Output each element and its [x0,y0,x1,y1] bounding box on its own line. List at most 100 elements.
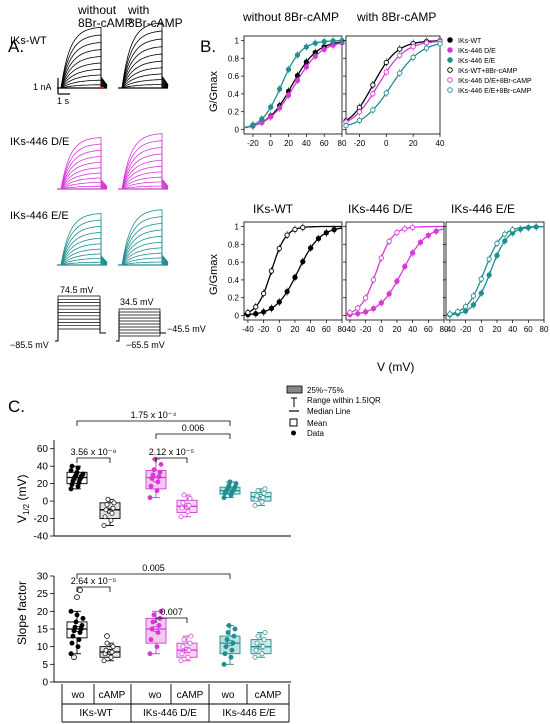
gv-ytick-label-0-2: 0.4 [228,90,240,99]
trace-0-1-3 [118,73,169,89]
datapoint-1-3-5 [187,640,193,646]
gv-point-1-2-6 [423,45,430,51]
protocol-left-step-3 [55,305,106,342]
gv-point-3-1-3 [370,277,377,283]
gv-plots: -20 0 20 40 60 80 0 0.2 0.4 0.6 0.8 1 -20 0 20 40 -40 -20… [228,35,549,334]
gv-point-2-1-2 [260,290,267,297]
box-legend: 25%~75% Range within 1.5IQR Median Line … [286,385,381,438]
gv-point-4-1-0 [447,311,453,317]
gv-point-3-1-0 [347,310,353,316]
gv-point-3-0-3 [370,305,377,312]
trace-0-1-8 [118,38,169,89]
panel-a-label: A. [8,37,24,56]
gv-xtick-label-3-0: -40 [344,325,356,334]
trace-2-0-8 [57,225,108,266]
gv-point-3-0-5 [386,291,392,297]
gv-point-3-1-4 [378,255,384,261]
gv-legend: IKs-WT IKs-446 D/E IKs-446 E/E IKs-WT+8Br-c… [447,37,532,95]
protocol-right-step-3 [116,317,166,342]
b-title-wt: IKs-WT [253,202,294,216]
gv-frame-3 [345,221,445,321]
gv-point-4-1-7 [502,231,508,237]
svg-text:V1/2 (mV): V1/2 (mV) [15,475,31,523]
box-ytick-label-0-5: 60 [37,444,49,455]
gv-point-2-0-8 [307,245,314,251]
gv-point-4-1-2 [462,303,469,310]
trace-0-0-3 [57,74,108,89]
legend-range: Range within 1.5IQR [307,396,381,405]
gv-ytick-label-2-4: 0.8 [228,240,240,249]
datapoint-1-4-0 [221,661,227,667]
datapoint-1-3-4 [180,644,186,650]
datapoint-1-1-6 [104,640,110,646]
protocol-left-step-10 [55,328,106,342]
datapoint-1-4-6 [224,637,230,643]
datapoint-1-3-0 [178,658,184,664]
gv-point-2-0-10 [323,230,329,236]
trace-0-0-4 [57,68,108,89]
trace-1-1-6 [118,159,169,190]
gv-xtick-label-3-2: 0 [379,325,384,334]
legend-label-3: IKs-WT+8Br-cAMP [458,68,518,75]
datapoint-0-4-11 [233,481,239,487]
gv-xtick-label-3-4: 40 [408,325,417,334]
gv-xtick-label-2-2: 0 [277,325,282,334]
datapoint-0-0-0 [68,486,74,492]
datapoint-0-2-1 [154,488,160,494]
gv-point-2-1-1 [253,304,259,310]
gv-point-3-1-6 [394,229,400,236]
gv-point-4-1-1 [455,309,461,315]
table-cat-3: cAMP [177,690,204,701]
gv-point-2-1-0 [245,309,251,316]
legend-marker-3 [447,67,453,73]
gv-ytick-label-0-5: 1 [235,36,240,45]
col-title-without-1: without [77,3,117,17]
datapoint-0-1-7 [111,500,117,506]
gv-point-2-1-3 [268,268,275,274]
table-cat-0: wo [71,690,85,701]
trace-0-1-4 [118,67,169,89]
gv-xtick-label-3-6: 80 [440,325,449,334]
datapoint-1-4-10 [226,623,232,628]
gv-ytick-label-0-3: 0.6 [228,72,240,81]
gv-point-0-1-2 [268,114,274,120]
panel-b: B. without 8Br-cAMP with 8Br-cAMP IKs-WT… [200,10,549,374]
trace-1-1-10 [118,133,169,190]
gv-point-4-0-4 [478,290,484,296]
datapoint-0-3-1 [185,509,191,515]
datapoint-1-0-9 [79,623,85,628]
protocol-right-top: 34.5 mV [120,297,154,307]
gv-xtick-label-0-1: 0 [269,139,274,148]
gv-point-3-1-5 [386,238,392,245]
box-ytick-label-1-2: 10 [37,642,49,653]
gv-point-0-1-7 [312,53,318,59]
datapoint-1-5-4 [254,640,260,646]
gv-xtick-label-2-3: 20 [291,325,300,334]
datapoint-0-5-3 [260,495,266,501]
datapoint-1-1-0 [101,658,107,664]
gv-xtick-label-4-4: 40 [508,325,517,334]
gv-point-0-2-6 [303,44,310,50]
datapoint-0-2-6 [150,472,156,478]
gv-xtick-label-1-1: 0 [384,139,389,148]
b-title-without: without 8Br-cAMP [242,10,339,24]
datapoint-0-2-0 [147,495,153,501]
table-cat-2: wo [148,690,162,701]
trace-1-0-7 [57,155,108,190]
datapoint-1-2-2 [148,637,154,643]
gv-point-0-2-0 [250,122,256,128]
datapoint-1-3-1 [185,654,191,660]
datapoint-1-5-1 [259,651,265,657]
gv-point-0-1-5 [294,77,301,84]
bracket-1-0 [76,573,231,579]
b-title-ee: IKs-446 E/E [451,202,515,216]
trace-1-0-6 [57,161,108,190]
datapoint-1-5-0 [252,654,258,660]
gv-point-2-0-2 [260,309,267,315]
bracket-0-3 [155,457,188,463]
gv-point-2-1-6 [292,226,298,233]
table-cat-4: wo [221,690,235,701]
trace-0-0-7 [57,49,108,89]
datapoint-0-1-0 [101,523,107,528]
trace-1-0-8 [57,149,108,190]
